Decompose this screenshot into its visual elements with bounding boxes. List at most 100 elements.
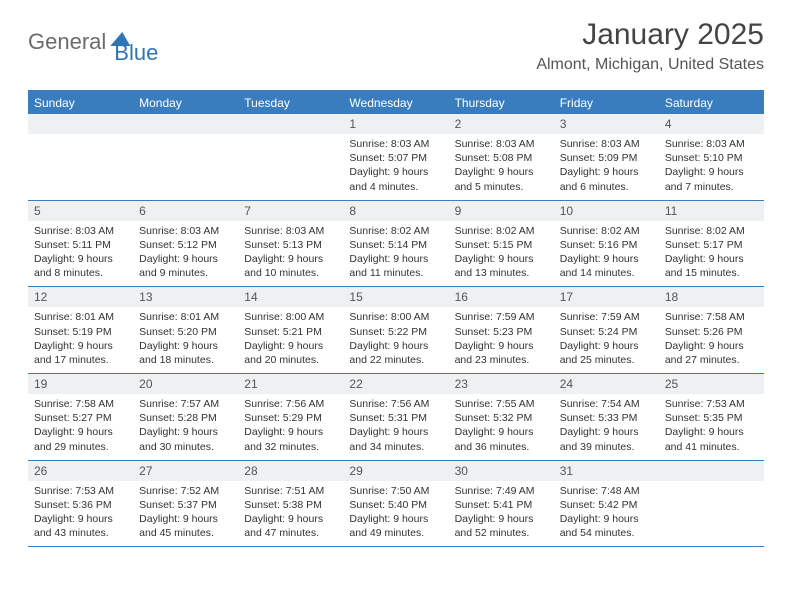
- day-cell: Sunrise: 8:03 AMSunset: 5:13 PMDaylight:…: [238, 221, 343, 287]
- daylight-text: Daylight: 9 hours and 49 minutes.: [349, 512, 442, 540]
- day-number: [238, 114, 343, 134]
- day-cell: Sunrise: 8:03 AMSunset: 5:12 PMDaylight:…: [133, 221, 238, 287]
- day-cell: Sunrise: 8:03 AMSunset: 5:08 PMDaylight:…: [449, 134, 554, 200]
- day-number: 22: [343, 374, 448, 394]
- sunset-text: Sunset: 5:36 PM: [34, 498, 127, 512]
- day-number: 1: [343, 114, 448, 134]
- day-number: 18: [659, 287, 764, 307]
- daylight-text: Daylight: 9 hours and 27 minutes.: [665, 339, 758, 367]
- daybody-row: Sunrise: 8:03 AMSunset: 5:11 PMDaylight:…: [28, 221, 764, 287]
- day-number: [133, 114, 238, 134]
- sunrise-text: Sunrise: 8:03 AM: [455, 137, 548, 151]
- daylight-text: Daylight: 9 hours and 32 minutes.: [244, 425, 337, 453]
- day-cell: Sunrise: 7:55 AMSunset: 5:32 PMDaylight:…: [449, 394, 554, 460]
- sunrise-text: Sunrise: 8:02 AM: [349, 224, 442, 238]
- day-number: [28, 114, 133, 134]
- daynum-row: 262728293031: [28, 461, 764, 481]
- day-number: 30: [449, 461, 554, 481]
- logo: General Blue: [28, 18, 158, 66]
- logo-triangle-icon: [110, 32, 130, 46]
- day-number: 19: [28, 374, 133, 394]
- daylight-text: Daylight: 9 hours and 22 minutes.: [349, 339, 442, 367]
- sunrise-text: Sunrise: 7:48 AM: [560, 484, 653, 498]
- day-cell: Sunrise: 8:00 AMSunset: 5:22 PMDaylight:…: [343, 307, 448, 373]
- sunset-text: Sunset: 5:40 PM: [349, 498, 442, 512]
- sunset-text: Sunset: 5:16 PM: [560, 238, 653, 252]
- day-number: 6: [133, 201, 238, 221]
- weekday-label: Sunday: [28, 92, 133, 114]
- sunrise-text: Sunrise: 8:01 AM: [139, 310, 232, 324]
- daylight-text: Daylight: 9 hours and 15 minutes.: [665, 252, 758, 280]
- day-number: 31: [554, 461, 659, 481]
- sunrise-text: Sunrise: 8:03 AM: [34, 224, 127, 238]
- daylight-text: Daylight: 9 hours and 7 minutes.: [665, 165, 758, 193]
- day-number: 7: [238, 201, 343, 221]
- day-number: 9: [449, 201, 554, 221]
- day-number: 20: [133, 374, 238, 394]
- sunrise-text: Sunrise: 8:00 AM: [244, 310, 337, 324]
- daylight-text: Daylight: 9 hours and 6 minutes.: [560, 165, 653, 193]
- sunrise-text: Sunrise: 7:56 AM: [244, 397, 337, 411]
- day-cell: Sunrise: 8:02 AMSunset: 5:15 PMDaylight:…: [449, 221, 554, 287]
- sunrise-text: Sunrise: 8:03 AM: [349, 137, 442, 151]
- day-number: 13: [133, 287, 238, 307]
- day-number: 27: [133, 461, 238, 481]
- sunrise-text: Sunrise: 8:03 AM: [244, 224, 337, 238]
- daybody-row: Sunrise: 8:03 AMSunset: 5:07 PMDaylight:…: [28, 134, 764, 200]
- logo-text-general: General: [28, 29, 106, 55]
- calendar: SundayMondayTuesdayWednesdayThursdayFrid…: [28, 90, 764, 547]
- day-number: 25: [659, 374, 764, 394]
- day-number: 23: [449, 374, 554, 394]
- sunrise-text: Sunrise: 8:03 AM: [560, 137, 653, 151]
- sunrise-text: Sunrise: 8:02 AM: [455, 224, 548, 238]
- weekday-label: Saturday: [659, 92, 764, 114]
- weeks-container: 1234Sunrise: 8:03 AMSunset: 5:07 PMDayli…: [28, 114, 764, 547]
- day-cell: Sunrise: 8:03 AMSunset: 5:07 PMDaylight:…: [343, 134, 448, 200]
- sunset-text: Sunset: 5:23 PM: [455, 325, 548, 339]
- day-cell: Sunrise: 8:01 AMSunset: 5:20 PMDaylight:…: [133, 307, 238, 373]
- daylight-text: Daylight: 9 hours and 11 minutes.: [349, 252, 442, 280]
- daybody-row: Sunrise: 7:53 AMSunset: 5:36 PMDaylight:…: [28, 481, 764, 547]
- daylight-text: Daylight: 9 hours and 52 minutes.: [455, 512, 548, 540]
- day-number: 5: [28, 201, 133, 221]
- sunset-text: Sunset: 5:41 PM: [455, 498, 548, 512]
- day-cell: Sunrise: 7:54 AMSunset: 5:33 PMDaylight:…: [554, 394, 659, 460]
- day-cell: Sunrise: 8:03 AMSunset: 5:10 PMDaylight:…: [659, 134, 764, 200]
- page-header: General Blue January 2025 Almont, Michig…: [0, 0, 792, 80]
- sunrise-text: Sunrise: 7:55 AM: [455, 397, 548, 411]
- sunset-text: Sunset: 5:33 PM: [560, 411, 653, 425]
- sunrise-text: Sunrise: 7:49 AM: [455, 484, 548, 498]
- day-cell: Sunrise: 7:53 AMSunset: 5:35 PMDaylight:…: [659, 394, 764, 460]
- daynum-row: 1234: [28, 114, 764, 134]
- day-cell: Sunrise: 7:59 AMSunset: 5:24 PMDaylight:…: [554, 307, 659, 373]
- sunset-text: Sunset: 5:12 PM: [139, 238, 232, 252]
- sunset-text: Sunset: 5:07 PM: [349, 151, 442, 165]
- sunset-text: Sunset: 5:29 PM: [244, 411, 337, 425]
- daynum-row: 19202122232425: [28, 374, 764, 394]
- daylight-text: Daylight: 9 hours and 4 minutes.: [349, 165, 442, 193]
- week-row: 567891011Sunrise: 8:03 AMSunset: 5:11 PM…: [28, 201, 764, 288]
- sunrise-text: Sunrise: 7:59 AM: [455, 310, 548, 324]
- sunrise-text: Sunrise: 7:57 AM: [139, 397, 232, 411]
- day-cell: Sunrise: 7:53 AMSunset: 5:36 PMDaylight:…: [28, 481, 133, 547]
- day-cell: Sunrise: 8:02 AMSunset: 5:17 PMDaylight:…: [659, 221, 764, 287]
- sunset-text: Sunset: 5:32 PM: [455, 411, 548, 425]
- daybody-row: Sunrise: 8:01 AMSunset: 5:19 PMDaylight:…: [28, 307, 764, 373]
- daylight-text: Daylight: 9 hours and 25 minutes.: [560, 339, 653, 367]
- day-number: 16: [449, 287, 554, 307]
- sunset-text: Sunset: 5:42 PM: [560, 498, 653, 512]
- day-number: 26: [28, 461, 133, 481]
- daylight-text: Daylight: 9 hours and 5 minutes.: [455, 165, 548, 193]
- day-cell: Sunrise: 7:50 AMSunset: 5:40 PMDaylight:…: [343, 481, 448, 547]
- weekday-header-row: SundayMondayTuesdayWednesdayThursdayFrid…: [28, 92, 764, 114]
- sunset-text: Sunset: 5:38 PM: [244, 498, 337, 512]
- day-cell: Sunrise: 8:03 AMSunset: 5:09 PMDaylight:…: [554, 134, 659, 200]
- sunset-text: Sunset: 5:31 PM: [349, 411, 442, 425]
- day-cell: Sunrise: 7:58 AMSunset: 5:26 PMDaylight:…: [659, 307, 764, 373]
- day-cell: Sunrise: 7:59 AMSunset: 5:23 PMDaylight:…: [449, 307, 554, 373]
- day-number: 14: [238, 287, 343, 307]
- sunrise-text: Sunrise: 8:03 AM: [665, 137, 758, 151]
- sunset-text: Sunset: 5:14 PM: [349, 238, 442, 252]
- sunrise-text: Sunrise: 7:52 AM: [139, 484, 232, 498]
- day-cell: Sunrise: 8:02 AMSunset: 5:16 PMDaylight:…: [554, 221, 659, 287]
